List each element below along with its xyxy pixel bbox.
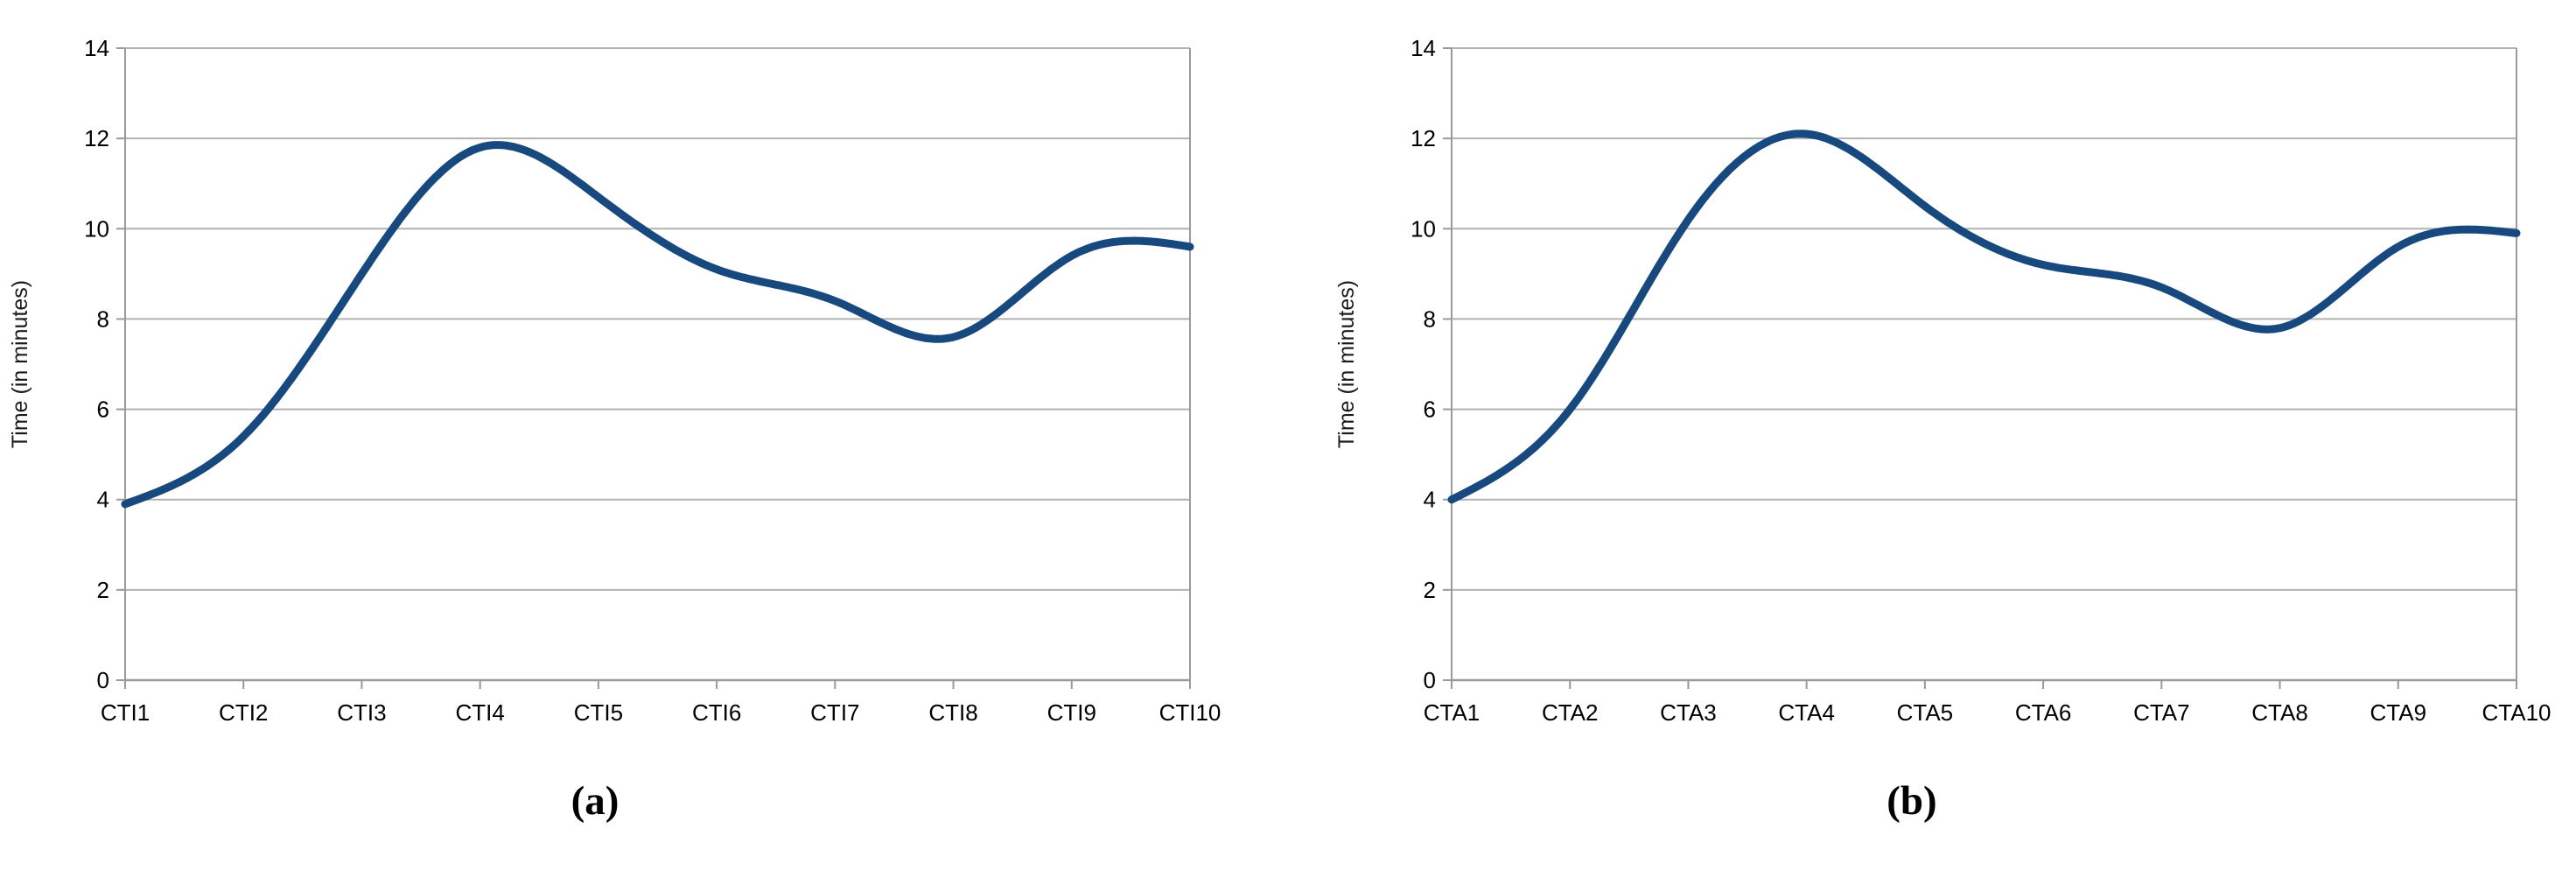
caption-b-label: (b)	[1886, 778, 1937, 824]
x-category-label-CTA7: CTA7	[2133, 699, 2190, 726]
x-category-label-CTI9: CTI9	[1047, 699, 1096, 726]
y-tick-label-8: 8	[97, 306, 109, 332]
y-tick-label-6: 6	[1424, 397, 1436, 423]
x-category-label-CTI1: CTI1	[101, 699, 150, 726]
y-tick-label-4: 4	[97, 487, 109, 513]
y-tick-label-0: 0	[1424, 667, 1436, 693]
series-line	[1447, 130, 2521, 504]
chart-a: 0 2 4 6 8 10 12 14 CTI1 CTI2 CTI3 CTI4 CTI5 CTI6 CTI7 C…	[8, 35, 1222, 726]
x-category-label-CTI2: CTI2	[219, 699, 268, 726]
x-category-label-CTA6: CTA6	[2015, 699, 2072, 726]
y-tick-label-2: 2	[1424, 577, 1436, 603]
x-category-label-CTA1: CTA1	[1424, 699, 1480, 726]
chart-b-panel: 0 2 4 6 8 10 12 14 CTA1 CTA2 CTA3 CTA4 CTA5 CTA6 CTA7 C…	[1288, 0, 2576, 871]
x-category-label-CTA4: CTA4	[1778, 699, 1835, 726]
series-line	[121, 141, 1194, 509]
chart-a-panel: 0 2 4 6 8 10 12 14 CTI1 CTI2 CTI3 CTI4 CTI5 CTI6 CTI7 C…	[8, 35, 1222, 825]
x-category-label-CTI4: CTI4	[455, 699, 504, 726]
x-category-label-CTA3: CTA3	[1660, 699, 1717, 726]
y-tick-label-14: 14	[1410, 35, 1436, 61]
caption-a: (a)	[464, 777, 726, 825]
x-category-label-CTI8: CTI8	[928, 699, 977, 726]
y-tick-label-2: 2	[97, 577, 109, 603]
x-category-label-CTA5: CTA5	[1897, 699, 1954, 726]
y-tick-label-6: 6	[97, 397, 109, 423]
x-category-label-CTA8: CTA8	[2251, 699, 2308, 726]
caption-a-label: (a)	[570, 778, 620, 824]
x-category-label-CTI6: CTI6	[692, 699, 741, 726]
caption-b: (b)	[1781, 777, 2043, 825]
x-category-label-CTA10: CTA10	[2482, 699, 2552, 726]
y-axis-title: Time (in minutes)	[1334, 280, 1359, 448]
x-category-label-CTA2: CTA2	[1542, 699, 1599, 726]
chart-b: 0 2 4 6 8 10 12 14 CTA1 CTA2 CTA3 CTA4 CTA5 CTA6 CTA7 C…	[1334, 35, 2552, 726]
y-tick-label-12: 12	[1410, 125, 1436, 151]
y-tick-label-0: 0	[97, 667, 109, 693]
y-tick-label-8: 8	[1424, 306, 1436, 332]
x-category-label-CTI7: CTI7	[810, 699, 859, 726]
x-category-label-CTI3: CTI3	[337, 699, 386, 726]
y-tick-label-12: 12	[84, 125, 109, 151]
y-tick-label-14: 14	[84, 35, 109, 61]
x-category-label-CTI10: CTI10	[1159, 699, 1222, 726]
x-category-label-CTA9: CTA9	[2370, 699, 2427, 726]
y-axis-title: Time (in minutes)	[8, 280, 32, 448]
y-tick-label-4: 4	[1424, 487, 1436, 513]
x-category-label-CTI5: CTI5	[574, 699, 623, 726]
y-tick-label-10: 10	[84, 215, 109, 242]
y-tick-label-10: 10	[1410, 215, 1436, 242]
